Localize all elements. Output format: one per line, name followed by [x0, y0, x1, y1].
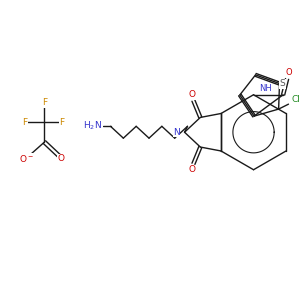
Text: N: N	[173, 128, 180, 137]
Text: H$_2$N: H$_2$N	[83, 119, 102, 132]
Text: O: O	[189, 165, 196, 174]
Text: NH: NH	[259, 84, 272, 93]
Text: F: F	[42, 98, 47, 107]
Text: O$^-$: O$^-$	[19, 153, 34, 164]
Text: O: O	[58, 154, 65, 164]
Text: S: S	[280, 79, 285, 88]
Text: Cl: Cl	[292, 95, 300, 104]
Text: O: O	[189, 90, 196, 99]
Text: O: O	[286, 68, 292, 76]
Text: F: F	[22, 118, 27, 127]
Text: F: F	[60, 118, 65, 127]
